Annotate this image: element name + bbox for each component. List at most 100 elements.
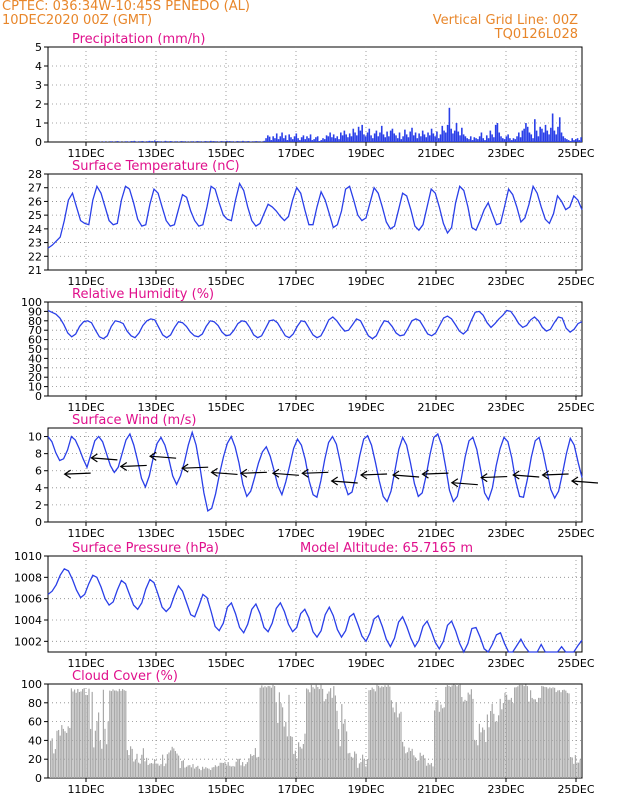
cloud-bar [198,768,200,778]
precip-bar [215,141,218,142]
cloud-bar [464,699,466,778]
cloud-bar [574,755,576,778]
precip-bar [532,138,534,142]
cloud-bar [211,767,213,778]
x-tick-label: 17DEC [277,275,314,288]
precip-bar [347,137,349,142]
precip-bar [566,139,568,142]
cloud-bar [195,766,197,778]
precip-bar [441,125,444,142]
wind-arrow-head [480,473,488,483]
wind-arrow-head [239,468,248,478]
x-tick-label: 23DEC [487,527,524,540]
x-tick-label: 13DEC [137,147,174,160]
cloud-bar [74,689,76,778]
cloud-bar [403,746,405,778]
cloud-bar [77,688,79,778]
cloud-bar [88,688,90,778]
precip-bar [414,132,417,142]
cloud-bar [525,684,527,778]
cloud-bar [435,701,437,778]
cloud-bar [194,768,196,778]
precip-bar [412,135,415,142]
cloud-bar [344,719,346,778]
cloud-bar [229,765,231,778]
precip-bar [427,132,429,142]
wind-arrow-head [90,453,98,463]
precip-bar [239,141,242,142]
cloud-bar [160,764,162,778]
cloud-bar [67,726,69,778]
cloud-bar [94,730,96,778]
cloud-bar [70,688,72,778]
cloud-bar [416,760,418,778]
cloud-bar [200,770,202,778]
x-tick-label: 23DEC [487,657,524,670]
cloud-bar [242,762,244,778]
cloud-bar [552,687,554,778]
y-tick-label: 2 [35,98,42,111]
cloud-bar [237,758,239,778]
cloud-bar [248,758,250,778]
y-tick-label: 10 [28,381,42,394]
cloud-bar [398,713,400,778]
cloud-bar [178,755,180,778]
cloud-bar [565,690,567,778]
precip-bar [455,123,458,142]
cloud-bar [440,704,442,778]
precip-bar [473,137,476,142]
cloud-bar [382,687,384,778]
x-tick-label: 19DEC [347,783,384,796]
x-tick-label: 15DEC [207,275,244,288]
cloud-bar [114,690,116,778]
precip-bar [384,137,387,142]
precip-bar [573,140,575,142]
cloud-bar [517,686,519,778]
precip-bar [464,136,467,142]
y-tick-label: 1010 [14,550,42,563]
cloud-bar [509,699,511,778]
cloud-bar [171,746,173,778]
y-tick-label: 0 [35,772,42,785]
precip-bar [541,128,543,142]
cloud-bar [442,708,444,778]
cloud-bar [138,762,140,778]
precip-bar [210,140,212,142]
cloud-bar [250,754,252,778]
precip-bar [471,140,474,142]
cloud-bar [579,759,581,778]
cloud-bar [429,764,431,778]
x-tick-label: 19DEC [347,657,384,670]
wind-arrow-head [210,467,218,477]
x-tick-label: 25DEC [557,147,594,160]
y-tick-label: 21 [28,264,42,277]
precip-bar [546,130,549,142]
precip-bar [113,141,115,142]
precip-bar [388,136,390,142]
panel-annotation: Model Altitude: 65.7165 m [300,541,473,556]
cloud-bar [578,762,580,778]
cloud-bar [400,711,402,778]
precip-bar [361,124,363,142]
precip-bar [434,136,436,142]
cloud-bar [365,766,367,778]
x-tick-label: 17DEC [277,147,314,160]
precip-bar [395,135,397,142]
precip-bar [557,126,559,142]
precip-bar [512,138,515,142]
cloud-bar [494,721,496,778]
cloud-bar [136,753,138,778]
cloud-bar [554,687,556,778]
x-tick-label: 21DEC [417,147,454,160]
precip-bar [356,135,358,142]
precip-bar [103,141,105,142]
cloud-bar [330,688,332,778]
y-tick-label: 5 [35,41,42,54]
precip-bar [534,119,536,142]
cloud-bar [346,731,348,778]
precip-bar [462,134,465,142]
cloud-bar [141,754,143,778]
precip-bar [423,134,426,142]
cloud-bar [315,684,317,778]
y-tick-label: 4 [35,482,42,495]
